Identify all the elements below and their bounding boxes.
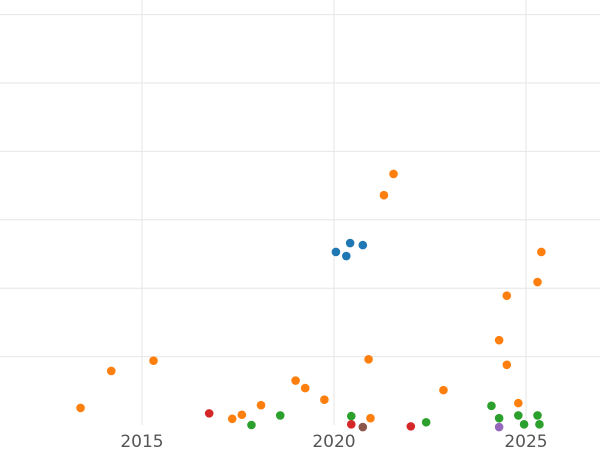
data-point-s0-2 — [341, 251, 351, 261]
data-point-s1-9 — [364, 355, 373, 364]
data-point-s2-5 — [494, 413, 504, 423]
x-axis-ticks: 2015 2020 2025 — [120, 432, 547, 450]
data-point-s4-0 — [494, 422, 504, 432]
data-point-s1-3 — [227, 414, 237, 424]
data-point-s2-2 — [346, 411, 356, 421]
data-point-s1-14 — [494, 335, 504, 345]
data-point-s1-0 — [76, 403, 85, 413]
data-point-s1-1 — [106, 366, 116, 376]
data-point-s3-1 — [346, 420, 356, 429]
data-point-s3-2 — [406, 422, 416, 431]
data-point-s2-0 — [247, 420, 256, 430]
data-point-s5-0 — [358, 422, 368, 432]
data-point-s1-10 — [366, 413, 375, 423]
data-point-s1-19 — [537, 247, 546, 257]
data-points — [76, 169, 546, 432]
data-point-s1-18 — [533, 277, 542, 287]
data-point-s1-11 — [379, 190, 389, 200]
data-point-s2-3 — [421, 417, 431, 427]
data-point-s0-4 — [358, 240, 368, 250]
data-point-s1-7 — [300, 383, 310, 393]
data-point-s0-3 — [345, 238, 355, 248]
data-point-s2-9 — [535, 420, 544, 429]
data-point-s1-12 — [389, 169, 398, 179]
data-point-s1-6 — [291, 376, 300, 385]
gridlines — [0, 0, 600, 425]
data-point-s2-7 — [519, 420, 529, 429]
x-tick-label-2025: 2025 — [504, 432, 547, 450]
data-point-s3-0 — [204, 409, 214, 418]
data-point-s1-15 — [502, 360, 512, 370]
data-point-s2-6 — [514, 411, 523, 420]
data-point-s0-1 — [331, 247, 341, 257]
data-point-s1-4 — [237, 410, 247, 420]
data-point-s1-13 — [439, 385, 448, 395]
data-point-s1-17 — [514, 398, 523, 408]
data-point-s2-4 — [487, 401, 496, 411]
data-point-s2-8 — [533, 411, 542, 420]
data-point-s1-2 — [149, 356, 158, 366]
data-point-s1-16 — [502, 291, 512, 301]
x-tick-label-2015: 2015 — [120, 432, 163, 450]
data-point-s2-1 — [275, 411, 285, 420]
data-point-s1-8 — [320, 395, 329, 404]
x-tick-label-2020: 2020 — [312, 432, 355, 450]
data-point-s1-5 — [256, 400, 266, 410]
